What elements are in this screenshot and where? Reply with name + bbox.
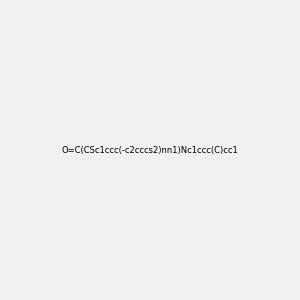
Text: O=C(CSc1ccc(-c2cccs2)nn1)Nc1ccc(C)cc1: O=C(CSc1ccc(-c2cccs2)nn1)Nc1ccc(C)cc1	[61, 146, 239, 154]
